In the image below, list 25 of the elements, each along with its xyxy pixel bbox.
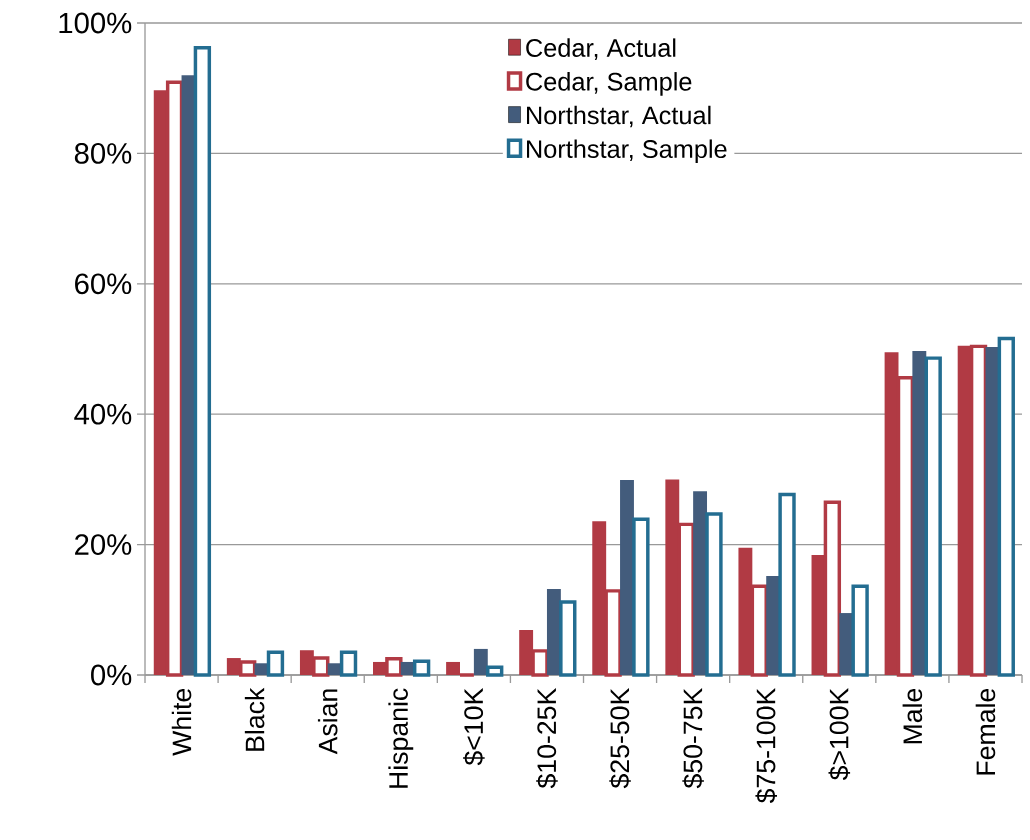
x-tick-label: $>100K xyxy=(828,688,851,781)
y-tick-label: 60% xyxy=(75,273,132,295)
x-tick-label: Asian xyxy=(317,689,338,755)
x-tick-label: Male xyxy=(902,688,923,744)
x-tick-label: $50-75K xyxy=(682,688,704,789)
legend-label: Northstar, Actual xyxy=(527,105,711,128)
y-tick-label: 40% xyxy=(74,403,132,425)
x-tick-label: $<10K xyxy=(463,688,485,766)
x-tick-label: $25-50K xyxy=(609,688,631,789)
x-tick-label: Black xyxy=(244,687,265,751)
x-tick-label: $10-25K xyxy=(536,688,558,789)
bar xyxy=(912,350,927,675)
bar xyxy=(985,347,1000,675)
bar xyxy=(473,648,488,675)
legend-label: Cedar, Actual xyxy=(526,38,676,60)
legend-label: Cedar, Sample xyxy=(526,72,692,96)
legend-label: Northstar, Sample xyxy=(527,139,727,164)
y-tick-label: 0% xyxy=(91,664,132,686)
x-tick-label: $75-100K xyxy=(755,688,777,804)
y-tick-label: 100% xyxy=(59,12,132,34)
x-tick-label: White xyxy=(171,688,192,756)
x-tick-label: Hispanic xyxy=(388,688,414,788)
y-tick-label: 20% xyxy=(75,534,132,555)
y-tick-label: 80% xyxy=(74,143,132,164)
x-tick-label: Female xyxy=(975,688,996,775)
